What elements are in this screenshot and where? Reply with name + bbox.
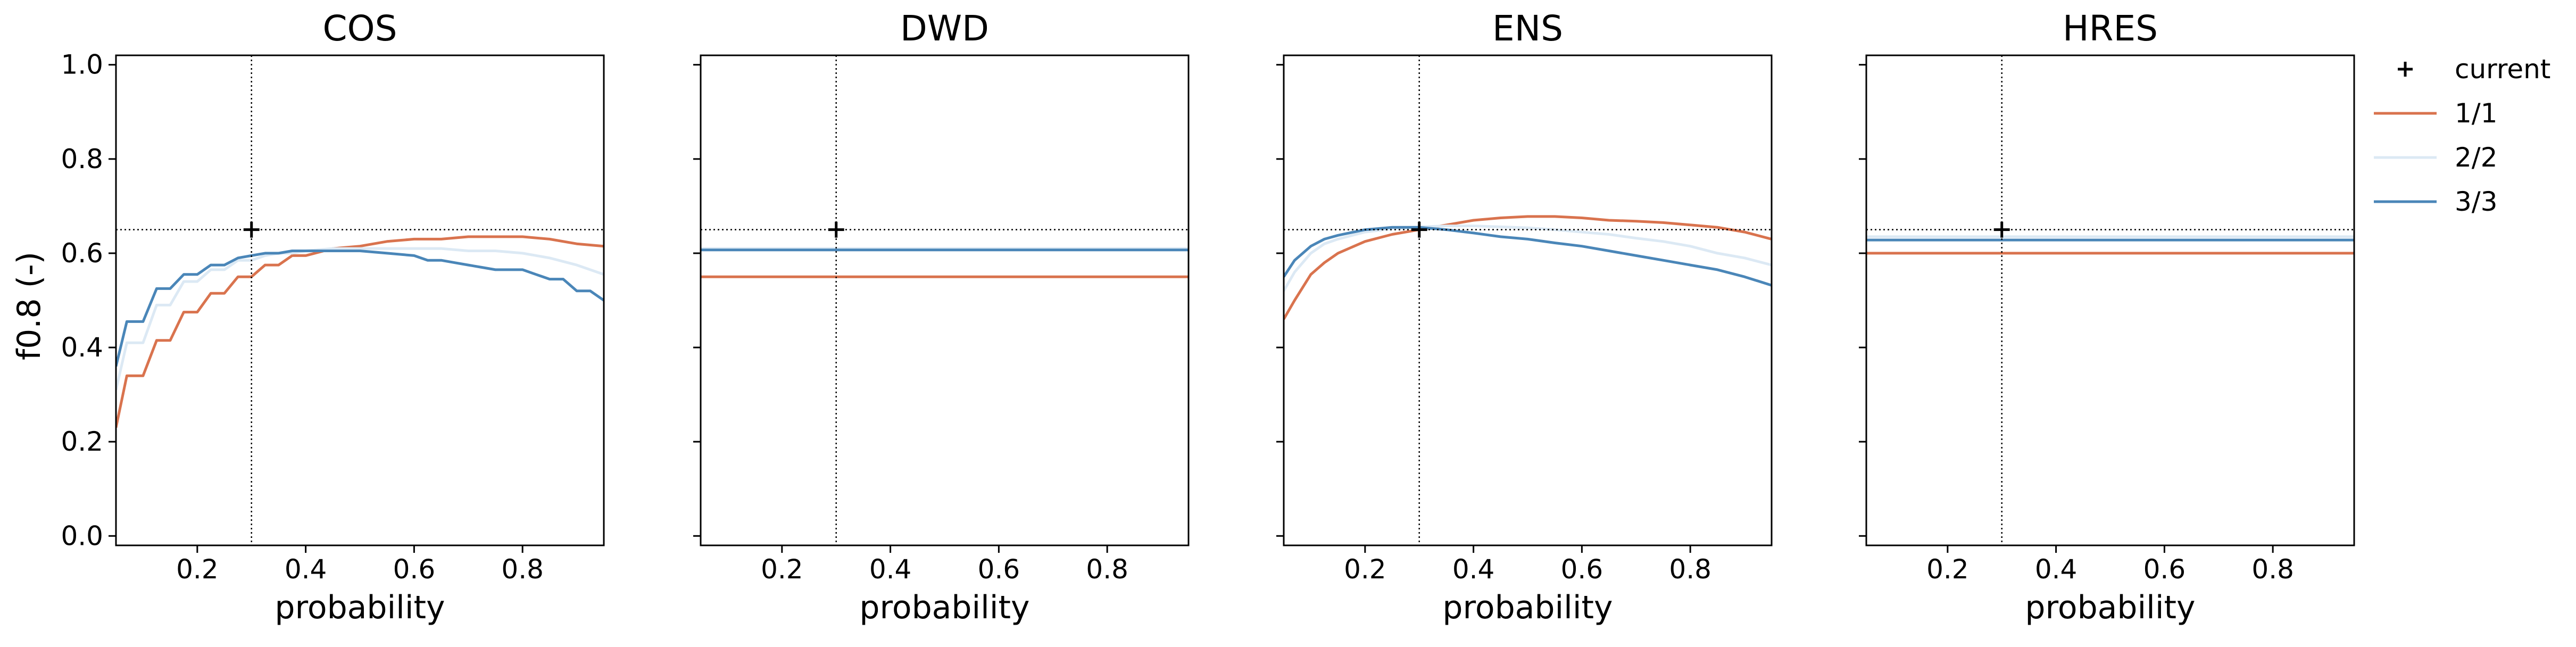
x-axis-title-ens: probability xyxy=(1442,589,1613,626)
y-tick-label: 0.6 xyxy=(61,238,103,269)
y-tick-label: 0.0 xyxy=(61,520,103,551)
series-line-2-2-cos xyxy=(116,247,604,391)
x-tick-label-cos: 0.4 xyxy=(285,554,327,585)
y-tick-label: 0.4 xyxy=(61,332,103,363)
series-line-3-3-cos xyxy=(116,250,604,367)
y-axis-title: f0.8 (-) xyxy=(11,252,48,360)
x-tick-label-hres: 0.2 xyxy=(1926,554,1969,585)
x-axis-title-dwd: probability xyxy=(859,589,1029,626)
legend-entry-2-2: 2/2 xyxy=(2374,142,2497,173)
series-line-2-2-ens xyxy=(1284,225,1772,292)
panel-dwd: DWD 0.2 0.4 0.6 0.8 probability xyxy=(693,8,1190,626)
x-tick-label-ens: 0.6 xyxy=(1561,554,1603,585)
axes-frame-dwd xyxy=(700,54,1190,546)
y-tick-label: 0.8 xyxy=(61,144,103,175)
x-tick-label-cos: 0.8 xyxy=(501,554,544,585)
x-tick-label-dwd: 0.8 xyxy=(1086,554,1128,585)
x-tick-label-dwd: 0.2 xyxy=(761,554,803,585)
y-tick-label: 1.0 xyxy=(61,49,103,80)
x-tick-label-cos: 0.2 xyxy=(176,554,219,585)
panel-title-hres: HRES xyxy=(2063,8,2158,49)
x-tick-label-ens: 0.8 xyxy=(1669,554,1711,585)
panel-cos: COS 0.2 0.4 0.6 0.8 probability 0.0 0.2 0.4 0.6 0.… xyxy=(61,8,605,626)
x-axis-title-cos: probability xyxy=(275,589,445,626)
y-tick-label: 0.2 xyxy=(61,426,103,457)
axes-frame-hres xyxy=(1865,54,2355,546)
legend-entry-current: current xyxy=(2398,54,2550,85)
legend-label: 3/3 xyxy=(2455,186,2497,217)
series-line-1-1-cos xyxy=(116,235,604,428)
legend-label: 1/1 xyxy=(2455,98,2497,129)
x-tick-label-ens: 0.4 xyxy=(1452,554,1495,585)
panel-title-ens: ENS xyxy=(1492,8,1563,49)
axes-frame-ens xyxy=(1283,54,1773,546)
current-marker-cos xyxy=(243,221,260,238)
panel-hres: HRES 0.2 0.4 0.6 0.8 probability xyxy=(1859,8,2355,626)
panel-title-cos: COS xyxy=(323,8,397,49)
x-tick-label-ens: 0.2 xyxy=(1344,554,1386,585)
legend-label: current xyxy=(2455,54,2550,85)
current-marker-dwd xyxy=(828,221,844,238)
axes-frame-cos xyxy=(115,54,605,546)
x-tick-label-hres: 0.4 xyxy=(2035,554,2078,585)
x-tick-label-hres: 0.8 xyxy=(2251,554,2294,585)
current-marker-ens xyxy=(1411,221,1427,238)
legend-entry-1-1: 1/1 xyxy=(2374,98,2497,129)
panel-ens: ENS 0.2 0.4 0.6 0.8 probability xyxy=(1276,8,1773,626)
x-tick-label-dwd: 0.4 xyxy=(869,554,912,585)
legend-entry-3-3: 3/3 xyxy=(2374,186,2497,217)
current-marker-hres xyxy=(1993,221,2010,238)
chart-plot-area: COS 0.2 0.4 0.6 0.8 probability 0.0 0.2 0.4 0.6 0.… xyxy=(61,8,2355,626)
x-tick-label-hres: 0.6 xyxy=(2143,554,2186,585)
legend-label: 2/2 xyxy=(2455,142,2497,173)
x-axis-title-hres: probability xyxy=(2025,589,2195,626)
legend: current 1/1 2/2 3/3 xyxy=(2374,54,2550,217)
series-line-3-3-ens xyxy=(1284,226,1772,287)
panel-title-dwd: DWD xyxy=(900,8,989,49)
series-line-1-1-ens xyxy=(1284,215,1772,320)
x-tick-label-dwd: 0.6 xyxy=(978,554,1020,585)
x-tick-label-cos: 0.6 xyxy=(393,554,436,585)
